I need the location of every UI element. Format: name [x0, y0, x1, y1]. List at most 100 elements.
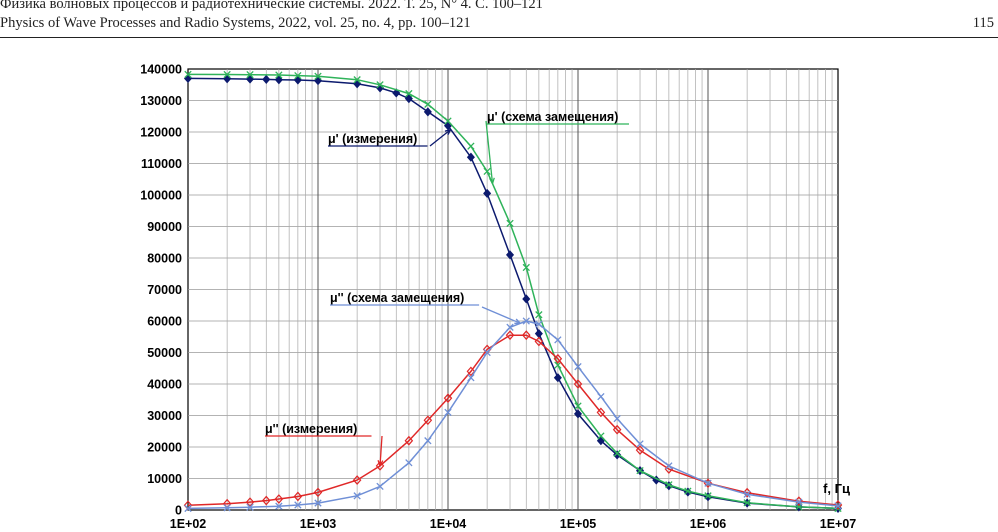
data-point — [314, 499, 322, 507]
y-tick-label: 40000 — [147, 378, 182, 392]
data-point — [636, 466, 644, 475]
data-point — [261, 495, 271, 506]
y-tick-label: 100000 — [140, 189, 182, 203]
data-point — [404, 435, 414, 446]
series-3 — [184, 317, 842, 513]
running-header-ru: Физика волновых процессов и радиотехниче… — [0, 0, 543, 12]
data-point — [574, 402, 582, 410]
data-point — [553, 373, 562, 383]
data-point — [274, 75, 283, 85]
data-point — [466, 366, 476, 377]
x-tick-label: 1E+04 — [430, 517, 467, 531]
annotation-2: μ'' (схема замещения) — [330, 291, 521, 324]
data-point — [534, 336, 544, 347]
data-point — [574, 363, 582, 371]
y-tick-label: 90000 — [147, 220, 182, 234]
data-point — [467, 374, 475, 382]
data-point — [314, 72, 322, 80]
data-point — [613, 450, 622, 460]
data-point — [635, 445, 645, 456]
y-tick-label: 80000 — [147, 252, 182, 266]
data-point — [223, 504, 231, 512]
data-point — [424, 100, 432, 108]
annotation-leader — [379, 435, 383, 466]
data-point — [294, 71, 302, 80]
data-point — [684, 487, 692, 495]
data-point — [353, 492, 361, 500]
annotation-1: μ' (измерения) — [328, 128, 452, 147]
series-2 — [183, 330, 843, 511]
annotation-arrowhead — [444, 128, 452, 136]
data-point — [352, 475, 362, 485]
data-point — [573, 379, 583, 389]
data-point — [506, 323, 514, 331]
data-point — [554, 336, 562, 344]
running-header-en: Physics of Wave Processes and Radio Syst… — [0, 15, 994, 32]
data-point — [597, 432, 605, 440]
annotation-arrowhead — [514, 318, 521, 324]
data-point — [376, 482, 384, 491]
y-tick-label: 110000 — [141, 157, 182, 171]
data-point — [466, 152, 475, 162]
data-point — [423, 415, 433, 426]
data-point — [443, 393, 453, 404]
data-point — [743, 490, 751, 498]
series-line — [187, 320, 839, 510]
annotation-0: μ' (схема замещения) — [485, 110, 629, 184]
data-point — [665, 481, 673, 489]
data-point — [704, 479, 712, 487]
annotation-leader — [481, 306, 521, 324]
data-point — [483, 188, 492, 199]
annotation-label: μ'' (схема замещения) — [330, 291, 464, 305]
data-point — [275, 502, 283, 510]
x-tick-label: 1E+05 — [560, 517, 597, 531]
data-point — [376, 81, 384, 89]
data-point — [313, 487, 323, 498]
data-point — [184, 70, 192, 79]
data-point — [262, 74, 271, 85]
data-point — [294, 501, 302, 509]
annotation-leader — [485, 120, 494, 184]
y-tick-label: 10000 — [147, 472, 182, 486]
y-tick-label: 50000 — [147, 346, 182, 360]
data-point — [375, 460, 385, 471]
data-point — [506, 219, 514, 228]
data-point — [636, 440, 644, 448]
data-point — [444, 408, 452, 417]
y-tick-label: 0 — [175, 504, 182, 518]
data-point — [404, 94, 413, 104]
y-tick-label: 140000 — [140, 63, 182, 77]
data-point — [274, 494, 284, 504]
x-tick-label: 1E+07 — [820, 517, 857, 531]
data-point — [246, 71, 254, 79]
data-point — [613, 449, 621, 457]
y-tick-label: 60000 — [147, 315, 182, 329]
data-point — [293, 491, 303, 502]
data-point — [505, 330, 515, 341]
data-point — [795, 498, 803, 506]
annotation-label: μ'' (измерения) — [265, 422, 357, 436]
data-point — [423, 107, 432, 117]
y-tick-label: 20000 — [147, 441, 182, 455]
data-point — [405, 459, 413, 467]
data-point — [444, 117, 452, 125]
data-point — [613, 414, 621, 423]
data-point — [246, 503, 254, 511]
y-tick-label: 120000 — [140, 126, 182, 140]
data-point — [553, 353, 563, 364]
data-point — [665, 462, 673, 470]
data-point — [834, 502, 842, 510]
annotation-label: μ' (измерения) — [328, 132, 417, 146]
series-line — [187, 334, 839, 507]
x-tick-label: 1E+03 — [300, 517, 337, 531]
annotation-arrowhead — [489, 177, 495, 184]
data-point — [223, 70, 231, 79]
running-header-en-text: Physics of Wave Processes and Radio Syst… — [0, 15, 471, 31]
y-tick-label: 30000 — [147, 409, 182, 423]
data-point — [184, 504, 192, 513]
data-point — [704, 492, 712, 500]
annotation-label: μ' (схема замещения) — [487, 110, 618, 124]
data-point — [597, 392, 605, 401]
data-point — [522, 317, 530, 325]
